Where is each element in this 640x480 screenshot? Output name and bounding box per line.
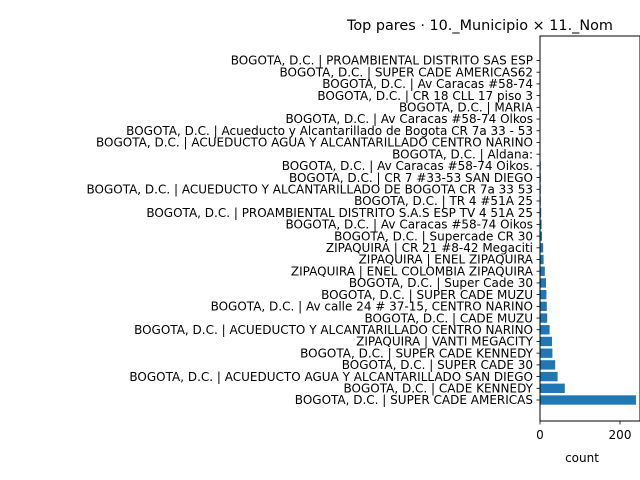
bar — [540, 289, 547, 300]
x-tick-label: 200 — [609, 428, 632, 442]
y-tick-label: BOGOTA, D.C. | CR 18 CLL 17 piso 3 — [317, 89, 533, 103]
y-tick-label: BOGOTA, D.C. | Supercade CR 30 — [334, 229, 533, 243]
y-tick-label: BOGOTA, D.C. | CR 7 #33-53 SAN DIEGO — [289, 171, 533, 185]
y-tick-label: ZIPAQUIRA | VANTI MEGACITY — [356, 335, 534, 349]
bar — [540, 325, 550, 335]
y-tick-label: ZIPAQUIRA | ENEL ZIPAQUIRA — [359, 253, 534, 267]
chart-title: Top pares · 10._Municipio × 11._Nom — [346, 18, 613, 34]
y-tick-label: BOGOTA, D.C. | Av Caracas #58-74 Oikos. — [282, 159, 533, 173]
bar — [540, 395, 636, 405]
y-tick-label: BOGOTA, D.C. | CADE KENNEDY — [344, 381, 534, 395]
bar — [540, 278, 546, 288]
y-tick-label: BOGOTA, D.C. | SUPER CADE MUZU — [321, 288, 533, 302]
bar — [540, 371, 558, 382]
y-tick-label: BOGOTA, D.C. | Acueducto y Alcantarillad… — [126, 124, 533, 138]
bar — [540, 383, 565, 393]
y-tick-label: BOGOTA, D.C. | Av Caracas #58-74 Oikos — [286, 218, 533, 232]
y-tick-label: BOGOTA, D.C. | MARIA — [399, 101, 534, 115]
x-axis-label: count — [565, 451, 599, 465]
y-tick-label: BOGOTA, D.C. | Av Caracas #58-74 Olkos — [286, 112, 533, 126]
bar — [540, 336, 552, 347]
bar — [540, 231, 542, 241]
y-tick-label: BOGOTA, D.C. | PROAMBIENTAL DISTRITO SAS… — [231, 54, 533, 68]
y-tick-label: BOGOTA, D.C. | PROAMBIENTAL DISTRITO S.A… — [146, 206, 533, 220]
plot-frame — [539, 35, 640, 422]
bar — [540, 208, 542, 218]
y-tick-label: BOGOTA, D.C. | Av calle 24 # 37-15, CENT… — [211, 300, 533, 314]
bar — [540, 219, 542, 230]
y-tick-label: BOGOTA, D.C. | ACUEDUCTO Y ALCANTARILLAD… — [86, 182, 533, 196]
bar — [540, 301, 547, 312]
bar — [540, 266, 545, 276]
y-tick-label: BOGOTA, D.C. | ACUEDUCTO AGUA Y ALCANTAR… — [96, 136, 533, 150]
y-tick-label: BOGOTA, D.C. | ACUEDUCTO Y ALCANTARILLAD… — [134, 323, 533, 337]
bar — [540, 243, 544, 253]
x-tick-layer: 0 200 — [536, 421, 631, 442]
y-tick-label: BOGOTA, D.C. | CADE MUZU — [364, 311, 533, 325]
x-tick-label: 0 — [536, 428, 544, 442]
y-tick-label: BOGOTA, D.C. | TR 4 #51A 25 — [354, 194, 533, 208]
y-tick-label: BOGOTA, D.C. | Super Cade 30 — [349, 276, 533, 290]
bar — [540, 360, 556, 370]
y-tick-label: BOGOTA, D.C. | SUPER CADE AMERICAS — [295, 393, 533, 407]
y-tick-label: ZIPAQUIRA | ENEL COLOMBIA ZIPAQUIRA — [291, 264, 534, 278]
bar — [540, 313, 548, 323]
y-tick-label: BOGOTA, D.C. | Aldana: — [392, 147, 533, 161]
y-tick-label: ZIPAQUIRÁ | CR 21 #8-42 Megaciti — [326, 240, 533, 255]
y-tick-layer: BOGOTA, D.C. | PROAMBIENTAL DISTRITO SAS… — [86, 54, 540, 407]
y-tick-label: BOGOTA, D.C. | ACUEDUCTO AGUA Y ALCANTAR… — [129, 370, 533, 384]
y-tick-label: BOGOTA, D.C. | Av Caracas #58-74 — [322, 77, 533, 91]
y-tick-label: BOGOTA, D.C. | SUPER CADE KENNEDY — [300, 346, 534, 360]
bar — [540, 254, 544, 265]
bar — [540, 348, 553, 358]
y-tick-label: BOGOTA, D.C. | SUPER CADE 30 — [342, 358, 533, 372]
y-tick-label: BOGOTA, D.C. | SUPER CADE AMERICAS62 — [280, 65, 533, 79]
